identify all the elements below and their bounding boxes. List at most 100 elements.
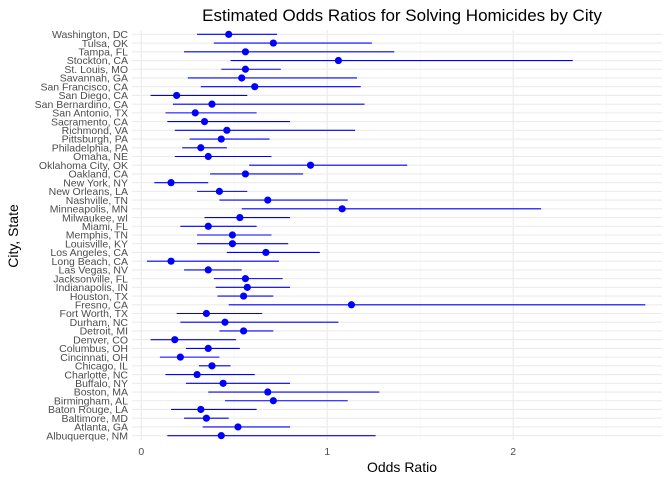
y-tick-label: San Antonio, TX: [52, 108, 128, 120]
odds-ratio-point: [239, 292, 248, 300]
odds-ratio-point: [228, 240, 237, 248]
odds-ratio-point: [204, 152, 212, 161]
y-tick-label: Baton Rouge, LA: [48, 404, 128, 416]
odds-ratio-point: [215, 187, 224, 195]
y-tick-label: Minneapolis, MN: [50, 204, 128, 216]
odds-ratio-point: [225, 30, 233, 38]
odds-ratio-point: [241, 275, 250, 283]
y-tick-label: Birmingham, AL: [54, 395, 128, 407]
odds-ratio-point: [236, 213, 244, 222]
y-tick-label: Memphis, TN: [66, 230, 128, 242]
y-tick-label: Long Beach, CA: [52, 256, 128, 268]
odds-ratio-point: [191, 109, 199, 117]
y-tick-label: San Diego, CA: [59, 90, 128, 102]
odds-ratio-point: [202, 414, 210, 422]
odds-ratio-point: [217, 135, 225, 143]
odds-ratio-point: [241, 65, 250, 73]
y-tick-label: St. Louis, MO: [64, 64, 128, 76]
odds-ratio-point: [208, 100, 216, 108]
odds-ratio-point: [269, 39, 277, 47]
chart-title: Estimated Odds Ratios for Solving Homici…: [202, 6, 602, 25]
odds-ratio-point: [204, 266, 212, 274]
odds-ratio-point: [338, 205, 346, 213]
x-tick-labels: 0 1 2: [138, 446, 516, 458]
y-tick-label: Atlanta, GA: [74, 422, 128, 434]
odds-ratio-point: [217, 432, 225, 440]
odds-ratio-point: [306, 161, 315, 169]
odds-ratio-point: [223, 126, 231, 134]
y-tick-label: San Bernardino, CA: [35, 99, 128, 111]
y-tick-label: Charlotte, NC: [64, 369, 128, 381]
y-tick-label: Albuquerque, NM: [46, 430, 128, 442]
y-tick-label: Louisville, KY: [65, 238, 128, 250]
x-tick-label: 0: [138, 446, 144, 458]
y-tick-label: Los Angeles, CA: [50, 247, 128, 259]
odds-ratio-point: [173, 91, 181, 100]
y-tick-label: Columbus, OH: [59, 343, 128, 355]
x-tick-label: 2: [510, 446, 516, 458]
odds-ratio-point: [334, 56, 343, 65]
odds-ratio-point: [193, 370, 201, 379]
marks: [146, 30, 646, 440]
odds-ratio-point: [264, 388, 272, 396]
y-tick-label: Houston, TX: [70, 291, 128, 303]
y-tick-label: Jacksonville, FL: [53, 273, 128, 285]
odds-ratio-point: [200, 117, 209, 126]
y-tick-label: Cincinnati, OH: [60, 352, 128, 364]
y-tick-label: Milwaukee, wI: [62, 212, 128, 224]
odds-ratio-point: [251, 83, 259, 91]
odds-ratio-point: [167, 257, 175, 265]
y-tick-label: Savannah, GA: [60, 73, 128, 85]
y-tick-label: New Orleans, LA: [49, 186, 128, 198]
odds-ratio-point: [167, 179, 175, 187]
y-tick-label: Baltimore, MD: [61, 413, 128, 425]
y-tick-label: Washington, DC: [52, 29, 128, 41]
y-tick-label: Sacramento, CA: [51, 116, 128, 128]
odds-ratio-point: [208, 362, 216, 370]
y-tick-label: Omaha, NE: [73, 151, 128, 163]
odds-ratio-point: [202, 309, 210, 318]
y-tick-label: Durham, NC: [70, 317, 129, 329]
y-tick-label: Richmond, VA: [62, 125, 128, 137]
y-tick-label: Fresno, CA: [75, 299, 128, 311]
odds-ratio-point: [269, 397, 277, 405]
odds-ratio-point: [204, 344, 212, 353]
y-tick-label: Tampa, FL: [78, 47, 128, 59]
y-tick-label: Las Vegas, NV: [59, 265, 128, 277]
odds-ratio-point: [176, 353, 184, 361]
y-tick-label: Chicago, IL: [75, 361, 128, 373]
odds-ratio-point: [197, 144, 205, 152]
x-axis-title: Odds Ratio: [367, 459, 437, 475]
y-axis-title: City, State: [5, 204, 21, 268]
y-tick-label: Tulsa, OK: [82, 38, 128, 50]
odds-ratio-point: [219, 379, 227, 387]
y-tick-label: Boston, MA: [74, 387, 128, 399]
y-tick-label: Stockton, CA: [67, 55, 128, 67]
odds-ratio-point: [241, 48, 250, 56]
y-tick-label: Pittsburgh, PA: [62, 134, 128, 146]
y-tick-label: Indianapolis, IN: [56, 282, 128, 294]
y-tick-label: Philadelphia, PA: [52, 142, 128, 154]
odds-ratio-point: [228, 231, 237, 239]
y-tick-label: New York, NY: [63, 177, 128, 189]
y-tick-label: Detroit, MI: [80, 326, 128, 338]
y-tick-label: Buffalo, NY: [75, 378, 128, 390]
odds-ratio-point: [264, 196, 272, 204]
odds-ratio-point: [234, 423, 242, 431]
odds-ratio-point: [243, 283, 251, 291]
odds-ratio-point: [171, 336, 179, 344]
odds-ratio-point: [204, 222, 212, 230]
y-tick-label: Miami, FL: [82, 221, 128, 233]
y-tick-label: Oakland, CA: [68, 169, 128, 181]
odds-ratio-point: [347, 301, 356, 309]
y-tick-label: San Francisco, CA: [40, 81, 128, 93]
y-tick-label: Nashville, TN: [66, 195, 128, 207]
y-tick-label: Oklahoma City, OK: [39, 160, 128, 172]
odds-ratio-point: [239, 327, 248, 335]
odds-ratio-point: [262, 248, 270, 257]
y-tick-label: Denver, CO: [73, 334, 128, 346]
odds-ratio-point: [197, 405, 205, 414]
